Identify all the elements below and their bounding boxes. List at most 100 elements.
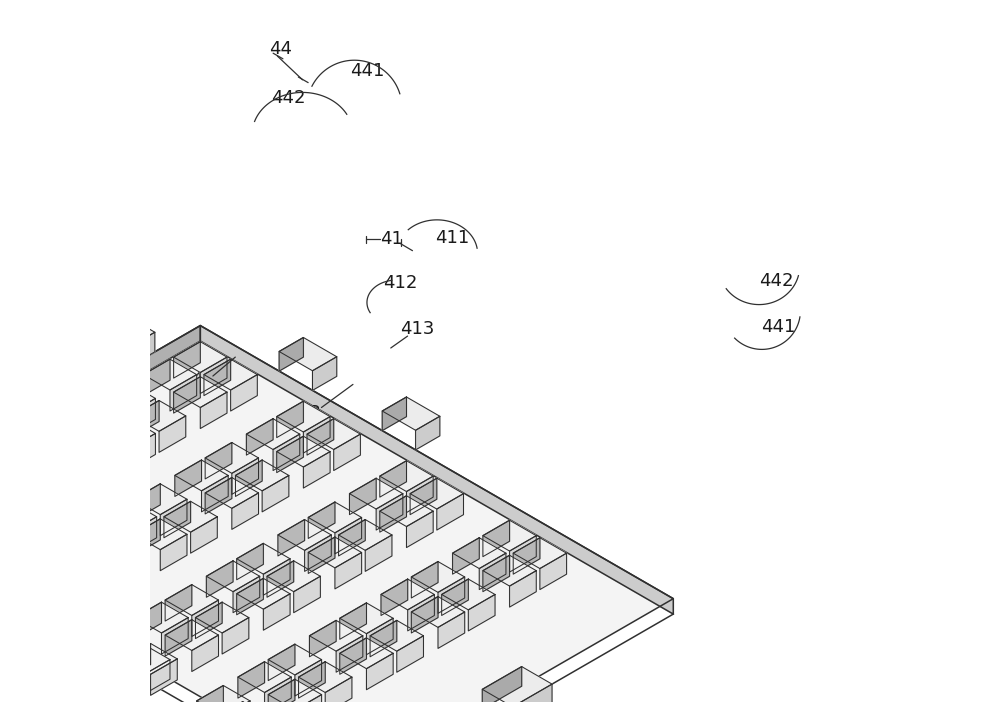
Polygon shape <box>295 659 322 696</box>
Polygon shape <box>143 359 170 396</box>
Polygon shape <box>62 525 89 562</box>
Polygon shape <box>205 477 232 514</box>
Polygon shape <box>0 325 673 703</box>
Polygon shape <box>267 561 294 598</box>
Polygon shape <box>31 425 84 455</box>
Polygon shape <box>335 517 362 554</box>
Polygon shape <box>134 519 160 555</box>
Polygon shape <box>197 685 223 703</box>
Polygon shape <box>453 538 506 569</box>
Polygon shape <box>102 418 155 449</box>
Polygon shape <box>299 662 325 698</box>
Polygon shape <box>339 520 392 550</box>
Polygon shape <box>483 555 536 586</box>
Polygon shape <box>17 617 44 653</box>
Polygon shape <box>89 541 115 577</box>
Polygon shape <box>406 511 433 548</box>
Polygon shape <box>0 465 12 496</box>
Polygon shape <box>340 603 366 639</box>
Polygon shape <box>214 702 243 703</box>
Polygon shape <box>62 560 89 597</box>
Polygon shape <box>308 502 362 533</box>
Polygon shape <box>349 478 403 509</box>
Polygon shape <box>406 476 433 512</box>
Polygon shape <box>27 457 54 494</box>
Polygon shape <box>303 417 330 453</box>
Polygon shape <box>63 643 90 680</box>
Polygon shape <box>308 537 335 574</box>
Polygon shape <box>382 397 440 430</box>
Polygon shape <box>124 643 151 680</box>
Polygon shape <box>214 702 279 703</box>
Polygon shape <box>416 416 440 450</box>
Polygon shape <box>82 316 155 359</box>
Polygon shape <box>438 577 465 614</box>
Polygon shape <box>408 595 434 631</box>
Polygon shape <box>438 612 465 648</box>
Polygon shape <box>340 638 393 669</box>
Polygon shape <box>411 562 465 593</box>
Polygon shape <box>31 459 57 496</box>
Polygon shape <box>279 337 337 370</box>
Polygon shape <box>72 401 98 437</box>
Text: 442: 442 <box>759 273 794 290</box>
Polygon shape <box>540 553 567 590</box>
Polygon shape <box>195 602 249 633</box>
Polygon shape <box>233 576 260 613</box>
Text: 43: 43 <box>298 404 321 422</box>
Polygon shape <box>165 619 192 656</box>
Polygon shape <box>365 535 392 572</box>
Polygon shape <box>397 636 423 672</box>
Polygon shape <box>339 520 365 556</box>
Polygon shape <box>312 356 337 390</box>
Polygon shape <box>0 501 12 531</box>
Polygon shape <box>120 641 147 678</box>
Polygon shape <box>307 419 360 449</box>
Polygon shape <box>47 600 74 636</box>
Polygon shape <box>0 576 24 612</box>
Polygon shape <box>235 460 289 491</box>
Polygon shape <box>0 602 17 638</box>
Polygon shape <box>120 676 147 703</box>
Polygon shape <box>62 525 115 556</box>
Polygon shape <box>103 501 157 532</box>
Polygon shape <box>483 520 510 557</box>
Polygon shape <box>119 558 146 595</box>
Polygon shape <box>265 677 291 703</box>
Polygon shape <box>268 644 322 675</box>
Polygon shape <box>134 484 187 515</box>
Polygon shape <box>410 478 437 515</box>
Polygon shape <box>9 359 82 401</box>
Polygon shape <box>246 419 273 455</box>
Polygon shape <box>0 483 16 520</box>
Polygon shape <box>366 653 393 690</box>
Polygon shape <box>200 325 673 614</box>
Polygon shape <box>200 392 227 429</box>
Polygon shape <box>202 475 228 512</box>
Polygon shape <box>104 638 134 675</box>
Polygon shape <box>442 579 468 616</box>
Polygon shape <box>380 496 433 527</box>
Polygon shape <box>308 537 362 568</box>
Polygon shape <box>410 478 463 509</box>
Text: 42: 42 <box>191 370 214 389</box>
Polygon shape <box>277 401 330 432</box>
Polygon shape <box>0 567 17 603</box>
Polygon shape <box>92 543 146 574</box>
Polygon shape <box>204 359 257 390</box>
Polygon shape <box>141 659 170 696</box>
Polygon shape <box>132 401 159 437</box>
Polygon shape <box>151 659 177 695</box>
Polygon shape <box>72 401 125 432</box>
Polygon shape <box>0 416 9 462</box>
Polygon shape <box>103 501 130 538</box>
Polygon shape <box>299 662 352 692</box>
Polygon shape <box>0 325 200 527</box>
Polygon shape <box>277 437 330 467</box>
Polygon shape <box>130 517 157 553</box>
Polygon shape <box>380 460 433 491</box>
Polygon shape <box>295 695 322 703</box>
Polygon shape <box>468 595 495 631</box>
Polygon shape <box>94 626 120 662</box>
Polygon shape <box>32 543 85 574</box>
